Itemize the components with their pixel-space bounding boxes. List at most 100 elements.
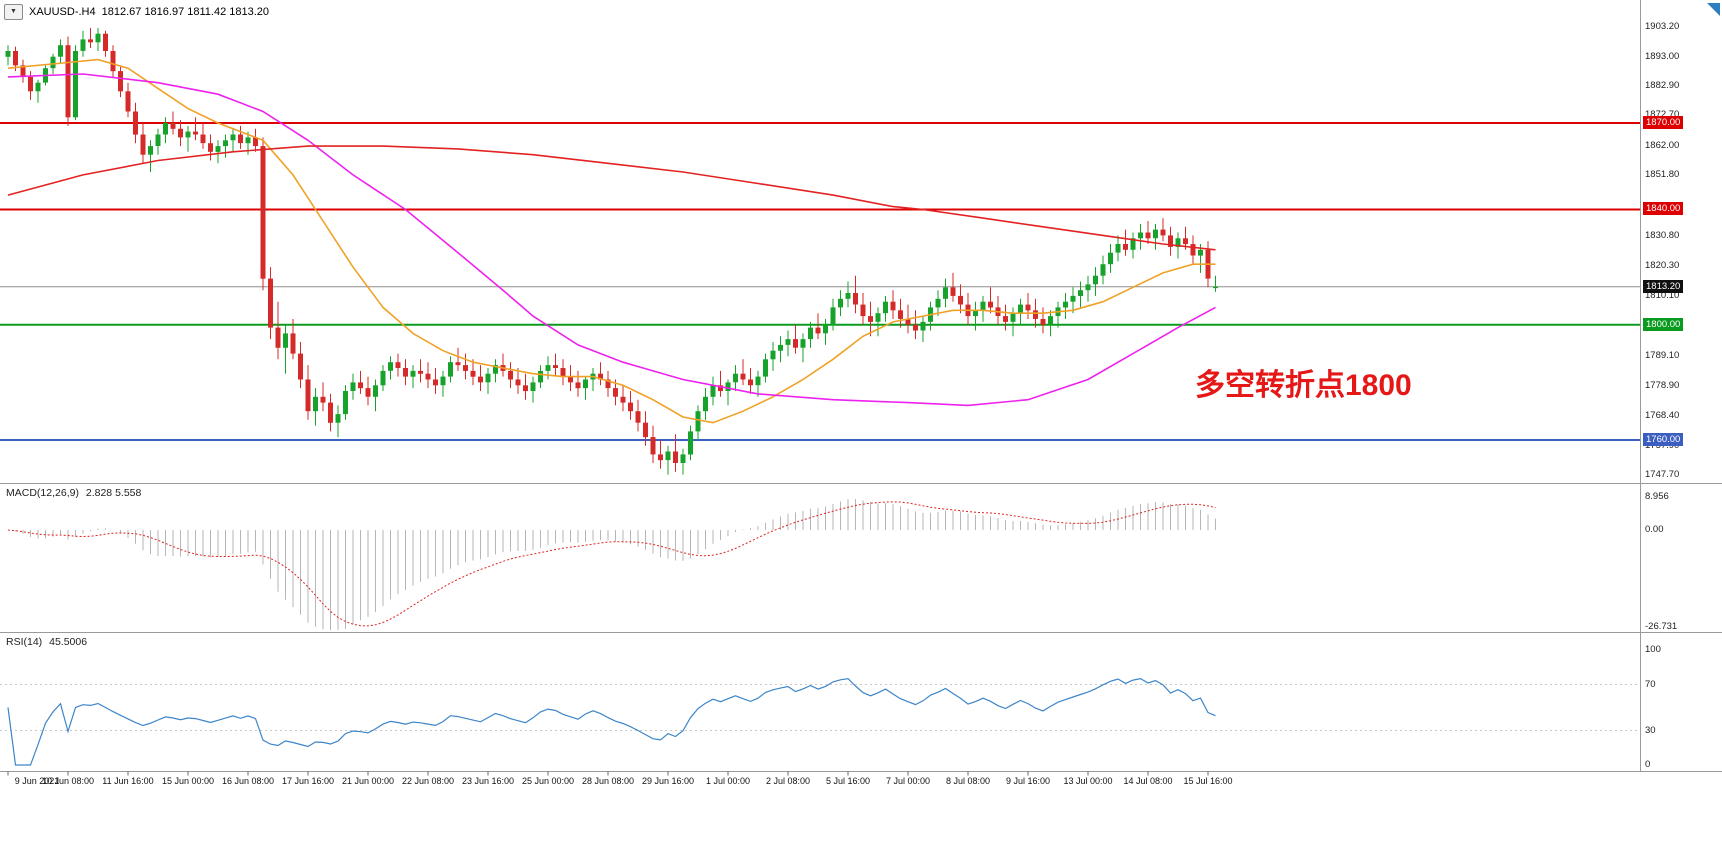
candle-down — [103, 30, 108, 57]
rsi-line — [7, 677, 1216, 766]
candle-up — [680, 448, 686, 475]
candle-down — [65, 36, 71, 126]
ma-mid-magenta-line — [7, 73, 1216, 407]
candle-up — [1048, 310, 1053, 337]
candle-down — [463, 353, 468, 380]
candle-down — [650, 425, 656, 464]
candle-down — [125, 82, 131, 118]
candle-up — [73, 45, 78, 121]
candle-down — [418, 359, 423, 383]
candle-up — [973, 301, 978, 331]
candle-down — [673, 434, 678, 472]
candle-up — [485, 368, 491, 394]
candle-down — [290, 319, 296, 360]
rsi-indicator-label: RSI(14) 45.5006 — [6, 636, 91, 648]
candle-down — [238, 125, 243, 149]
candle-down — [620, 385, 626, 412]
candle-up — [1078, 281, 1083, 308]
candle-up — [755, 370, 761, 397]
candle-down — [568, 365, 573, 391]
candle-up — [380, 365, 386, 391]
candle-up — [1115, 235, 1121, 262]
symbol-timeframe: XAUUSD-.H4 — [29, 6, 96, 18]
candle-up — [440, 370, 446, 397]
candle-down — [478, 365, 483, 391]
candle-down — [643, 411, 648, 446]
candle-up — [335, 405, 341, 438]
candle-up — [695, 405, 701, 440]
candle-down — [853, 275, 858, 314]
candle-down — [1040, 307, 1046, 334]
candle-up — [1070, 287, 1076, 314]
candle-down — [1145, 221, 1151, 244]
candle-down — [208, 134, 213, 161]
candle-down — [628, 391, 633, 420]
candle-up — [688, 425, 693, 461]
candle-down — [1190, 235, 1196, 265]
ohlc-readout: 1812.67 1816.97 1811.42 1813.20 — [101, 6, 270, 18]
candle-up — [388, 356, 393, 380]
candle-up — [980, 295, 986, 322]
candle-down — [433, 368, 438, 394]
candle-up — [1018, 298, 1023, 325]
candle-up — [710, 376, 716, 406]
candle-up — [845, 281, 851, 308]
candle-down — [358, 370, 363, 394]
candle-down — [1025, 293, 1031, 319]
candle-down — [1168, 226, 1173, 256]
candle-down — [118, 65, 123, 98]
candle-up — [155, 128, 161, 155]
candle-up — [448, 356, 453, 383]
macd-signal-line — [7, 501, 1216, 627]
candle-down — [298, 342, 303, 389]
candle-down — [635, 399, 641, 432]
candle-up — [943, 278, 948, 308]
annotation-text: 多空转折点1800 — [1195, 369, 1412, 402]
candle-down — [268, 267, 273, 340]
candle-up — [1108, 244, 1113, 273]
candle-up — [1213, 275, 1218, 292]
candle-up — [823, 319, 828, 345]
candle-down — [140, 123, 146, 164]
candle-down — [793, 324, 798, 354]
candle-up — [95, 27, 101, 51]
macd-histogram — [15, 499, 1216, 630]
chart-title: ▼ XAUUSD-.H4 1812.67 1816.97 1811.42 181… — [4, 4, 269, 20]
candle-up — [1085, 275, 1091, 302]
candle-down — [20, 59, 26, 83]
candle-up — [590, 368, 596, 391]
candle-up — [703, 388, 708, 420]
candle-up — [763, 353, 768, 383]
candle-down — [470, 359, 476, 386]
candle-up — [935, 290, 941, 317]
candle-up — [1138, 223, 1143, 250]
candle-down — [958, 284, 963, 314]
candle-down — [253, 128, 258, 152]
candle-up — [778, 336, 783, 363]
candle-up — [733, 365, 738, 391]
candle-up — [928, 301, 933, 331]
candle-up — [1093, 267, 1098, 296]
candle-up — [230, 128, 236, 152]
candle-up — [350, 373, 356, 400]
candle-down — [515, 368, 521, 394]
candle-up — [1100, 255, 1106, 285]
candle-up — [283, 324, 288, 374]
candle-up — [493, 359, 498, 383]
candle-down — [995, 295, 1001, 325]
candle-down — [455, 347, 461, 371]
candle-down — [500, 353, 506, 377]
candle-down — [1160, 218, 1166, 242]
candle-down — [133, 102, 138, 144]
dropdown-button[interactable]: ▼ — [4, 4, 23, 20]
candle-down — [1123, 229, 1128, 256]
ma-slow-red-line — [7, 145, 1216, 251]
candle-up — [313, 388, 318, 426]
candle-down — [868, 301, 873, 337]
candle-up — [770, 342, 776, 371]
candle-up — [920, 316, 926, 342]
candle-up — [1055, 301, 1061, 328]
candle-down — [395, 353, 401, 377]
